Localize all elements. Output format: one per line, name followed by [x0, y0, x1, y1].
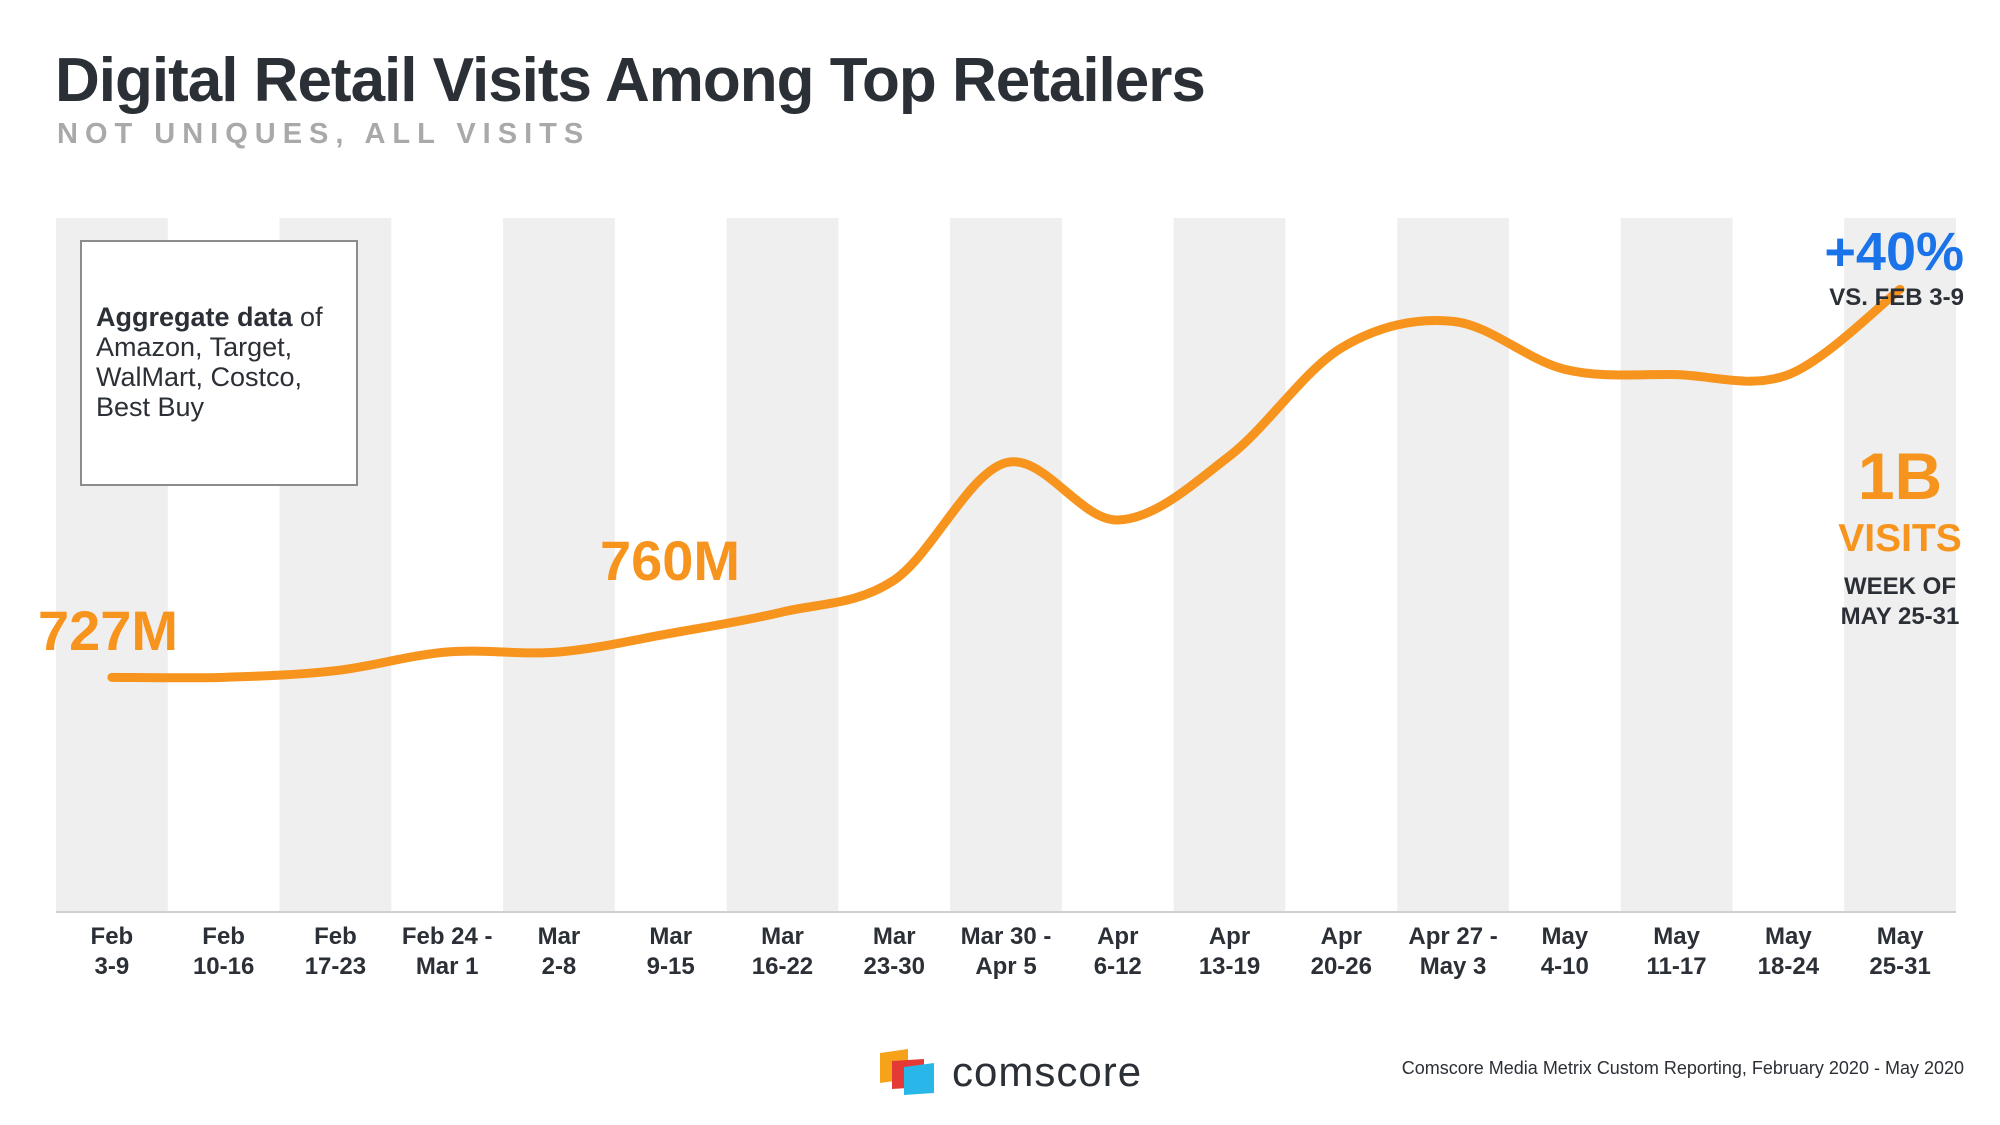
x-tick-label: Feb: [314, 923, 357, 950]
x-tick-label: May: [1877, 923, 1924, 950]
x-tick-label: 23-30: [864, 953, 925, 980]
x-tick-label: May: [1765, 923, 1812, 950]
change-percent: +40%: [1824, 222, 1964, 282]
x-tick-label: Mar: [761, 923, 804, 950]
x-tick-label: Mar: [538, 923, 581, 950]
x-tick-label: 20-26: [1311, 953, 1372, 980]
logo-wordmark: comscore: [952, 1048, 1143, 1095]
x-tick-label: Apr: [1209, 923, 1250, 950]
x-tick-label: May: [1541, 923, 1588, 950]
x-tick-label: Feb: [202, 923, 245, 950]
aggregate-note-box: Aggregate data of Amazon, Target, WalMar…: [80, 240, 358, 486]
x-tick-label: Apr: [1097, 923, 1138, 950]
page-subtitle: NOT UNIQUES, ALL VISITS: [57, 118, 591, 150]
x-tick-label: 18-24: [1758, 953, 1820, 980]
x-tick-label: Mar 30 -: [961, 923, 1052, 950]
x-tick-label: 2-8: [542, 953, 577, 980]
column-band: [503, 218, 615, 912]
end-value: 1B: [1857, 439, 1943, 513]
end-week-line1: WEEK OF: [1844, 573, 1956, 600]
note-bold-text: Aggregate data: [96, 302, 293, 332]
x-tick-label: 10-16: [193, 953, 254, 980]
column-band: [726, 218, 839, 912]
x-tick-label: Apr 27 -: [1408, 923, 1497, 950]
comscore-logo-icon: [880, 1049, 934, 1095]
x-tick-label: Feb: [91, 923, 134, 950]
x-tick-label: Feb 24 -: [402, 923, 493, 950]
column-band: [950, 218, 1062, 912]
column-band: [1173, 218, 1286, 912]
x-tick-label: 4-10: [1541, 953, 1589, 980]
x-tick-label: 9-15: [647, 953, 695, 980]
change-comparison: VS. FEB 3-9: [1829, 284, 1964, 311]
x-tick-label: 16-22: [752, 953, 813, 980]
x-tick-label: 13-19: [1199, 953, 1260, 980]
note-text: of Amazon, Target, WalMart, Costco, Best…: [96, 302, 323, 422]
x-tick-label: Apr: [1321, 923, 1362, 950]
change-callout: +40% VS. FEB 3-9: [1824, 222, 1964, 314]
page-title: Digital Retail Visits Among Top Retailer…: [55, 46, 1206, 115]
x-tick-label: Mar: [873, 923, 916, 950]
x-tick-label: 17-23: [305, 953, 366, 980]
x-tick-label: May 3: [1420, 953, 1487, 980]
end-week-label: WEEK OF MAY 25-31: [1800, 572, 2000, 632]
mid-value-label: 760M: [600, 529, 741, 592]
series-line: [107, 284, 1905, 683]
x-tick-label: 25-31: [1869, 953, 1930, 980]
start-value-label: 727M: [38, 599, 179, 662]
end-week-line2: MAY 25-31: [1840, 603, 1960, 630]
x-tick-label: 3-9: [95, 953, 130, 980]
x-tick-label: Mar 1: [416, 953, 479, 980]
end-unit: VISITS: [1838, 517, 1962, 560]
x-tick-label: May: [1653, 923, 1700, 950]
source-note: Comscore Media Metrix Custom Reporting, …: [1401, 1058, 1964, 1078]
x-tick-label: 11-17: [1647, 953, 1707, 980]
column-band: [1620, 218, 1733, 912]
end-value-callout: 1B VISITS WEEK OF MAY 25-31: [1800, 438, 2000, 632]
comscore-logo: comscore: [878, 1048, 1142, 1096]
column-band: [1844, 218, 1956, 912]
x-tick-label: 6-12: [1094, 953, 1142, 980]
x-tick-label: Apr 5: [975, 953, 1036, 980]
x-tick-label: Mar: [649, 923, 692, 950]
